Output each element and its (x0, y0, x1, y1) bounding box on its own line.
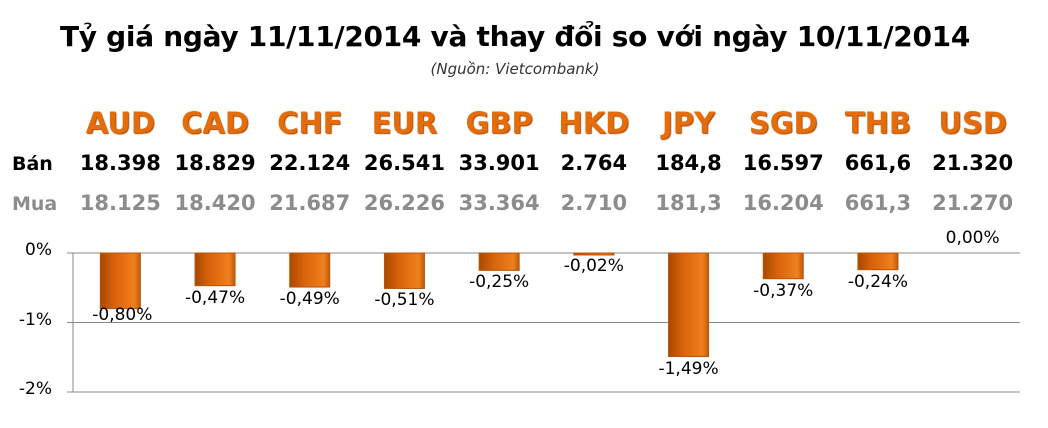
bar-sgd (762, 252, 804, 280)
bar-jpy (668, 252, 710, 358)
buy-rate: 26.226 (363, 191, 445, 215)
buy-rate: 181,3 (655, 191, 722, 215)
buy-rate: 2.710 (560, 191, 628, 215)
sell-rate: 18.398 (79, 151, 161, 175)
sell-rate: 18.829 (174, 151, 256, 175)
sell-rate: 26.541 (363, 151, 445, 175)
data-label: -0,37% (753, 280, 814, 301)
currency-label: EUR (371, 106, 438, 140)
data-label: -0,51% (374, 290, 435, 311)
data-label: -1,49% (658, 358, 719, 379)
bar-cad (194, 252, 236, 287)
bar-hkd (573, 252, 615, 256)
data-label: -0,80% (92, 304, 153, 325)
sell-rate: 184,8 (655, 151, 722, 175)
data-label: -0,47% (184, 287, 246, 308)
currency-label: JPY (662, 106, 716, 140)
buy-rate: 21.687 (269, 191, 351, 215)
bar-thb (857, 252, 899, 271)
buy-rate: 661,3 (844, 191, 912, 215)
currency-label: THB (844, 106, 912, 140)
sell-rate: 661,6 (844, 151, 912, 175)
currency-label: USD (938, 106, 1007, 140)
currency-label: HKD (558, 106, 630, 140)
data-label: 0,00% (945, 228, 1000, 248)
buy-rate: 21.270 (932, 191, 1014, 215)
bar-aud (99, 252, 141, 310)
sell-rate: 33.901 (458, 151, 540, 175)
data-label: -0,02% (563, 256, 624, 277)
data-label: -0,25% (469, 272, 530, 293)
buy-row-label: Mua (12, 193, 58, 215)
buy-rate: 33.364 (458, 191, 540, 215)
sell-row-label: Bán (12, 153, 53, 175)
source-note: (Nguồn: Vietcombank) (430, 60, 600, 78)
currency-label: GBP (465, 106, 533, 140)
sell-rate: 21.320 (932, 151, 1014, 175)
bar-eur (383, 252, 425, 289)
currency-label: SGD (748, 106, 818, 140)
buy-rate: 18.420 (174, 191, 256, 215)
sell-rate: 22.124 (269, 151, 351, 175)
buy-rate: 16.204 (742, 191, 824, 215)
currency-label: CAD (181, 106, 249, 140)
buy-rate: 18.125 (79, 191, 161, 215)
y-tick-label: -2% (18, 379, 52, 399)
sell-rate: 16.597 (742, 151, 824, 175)
y-tick-label: -1% (18, 309, 52, 330)
data-label: -0,24% (847, 271, 908, 292)
currency-label: AUD (85, 106, 155, 140)
chart-title: Tỷ giá ngày 11/11/2014 và thay đổi so vớ… (59, 20, 971, 53)
bar-chf (289, 252, 331, 288)
data-label: -0,49% (279, 289, 340, 310)
bar-gbp (478, 252, 520, 271)
currency-label: CHF (277, 106, 343, 140)
y-tick-label: 0% (25, 240, 52, 260)
sell-rate: 2.764 (560, 151, 628, 175)
